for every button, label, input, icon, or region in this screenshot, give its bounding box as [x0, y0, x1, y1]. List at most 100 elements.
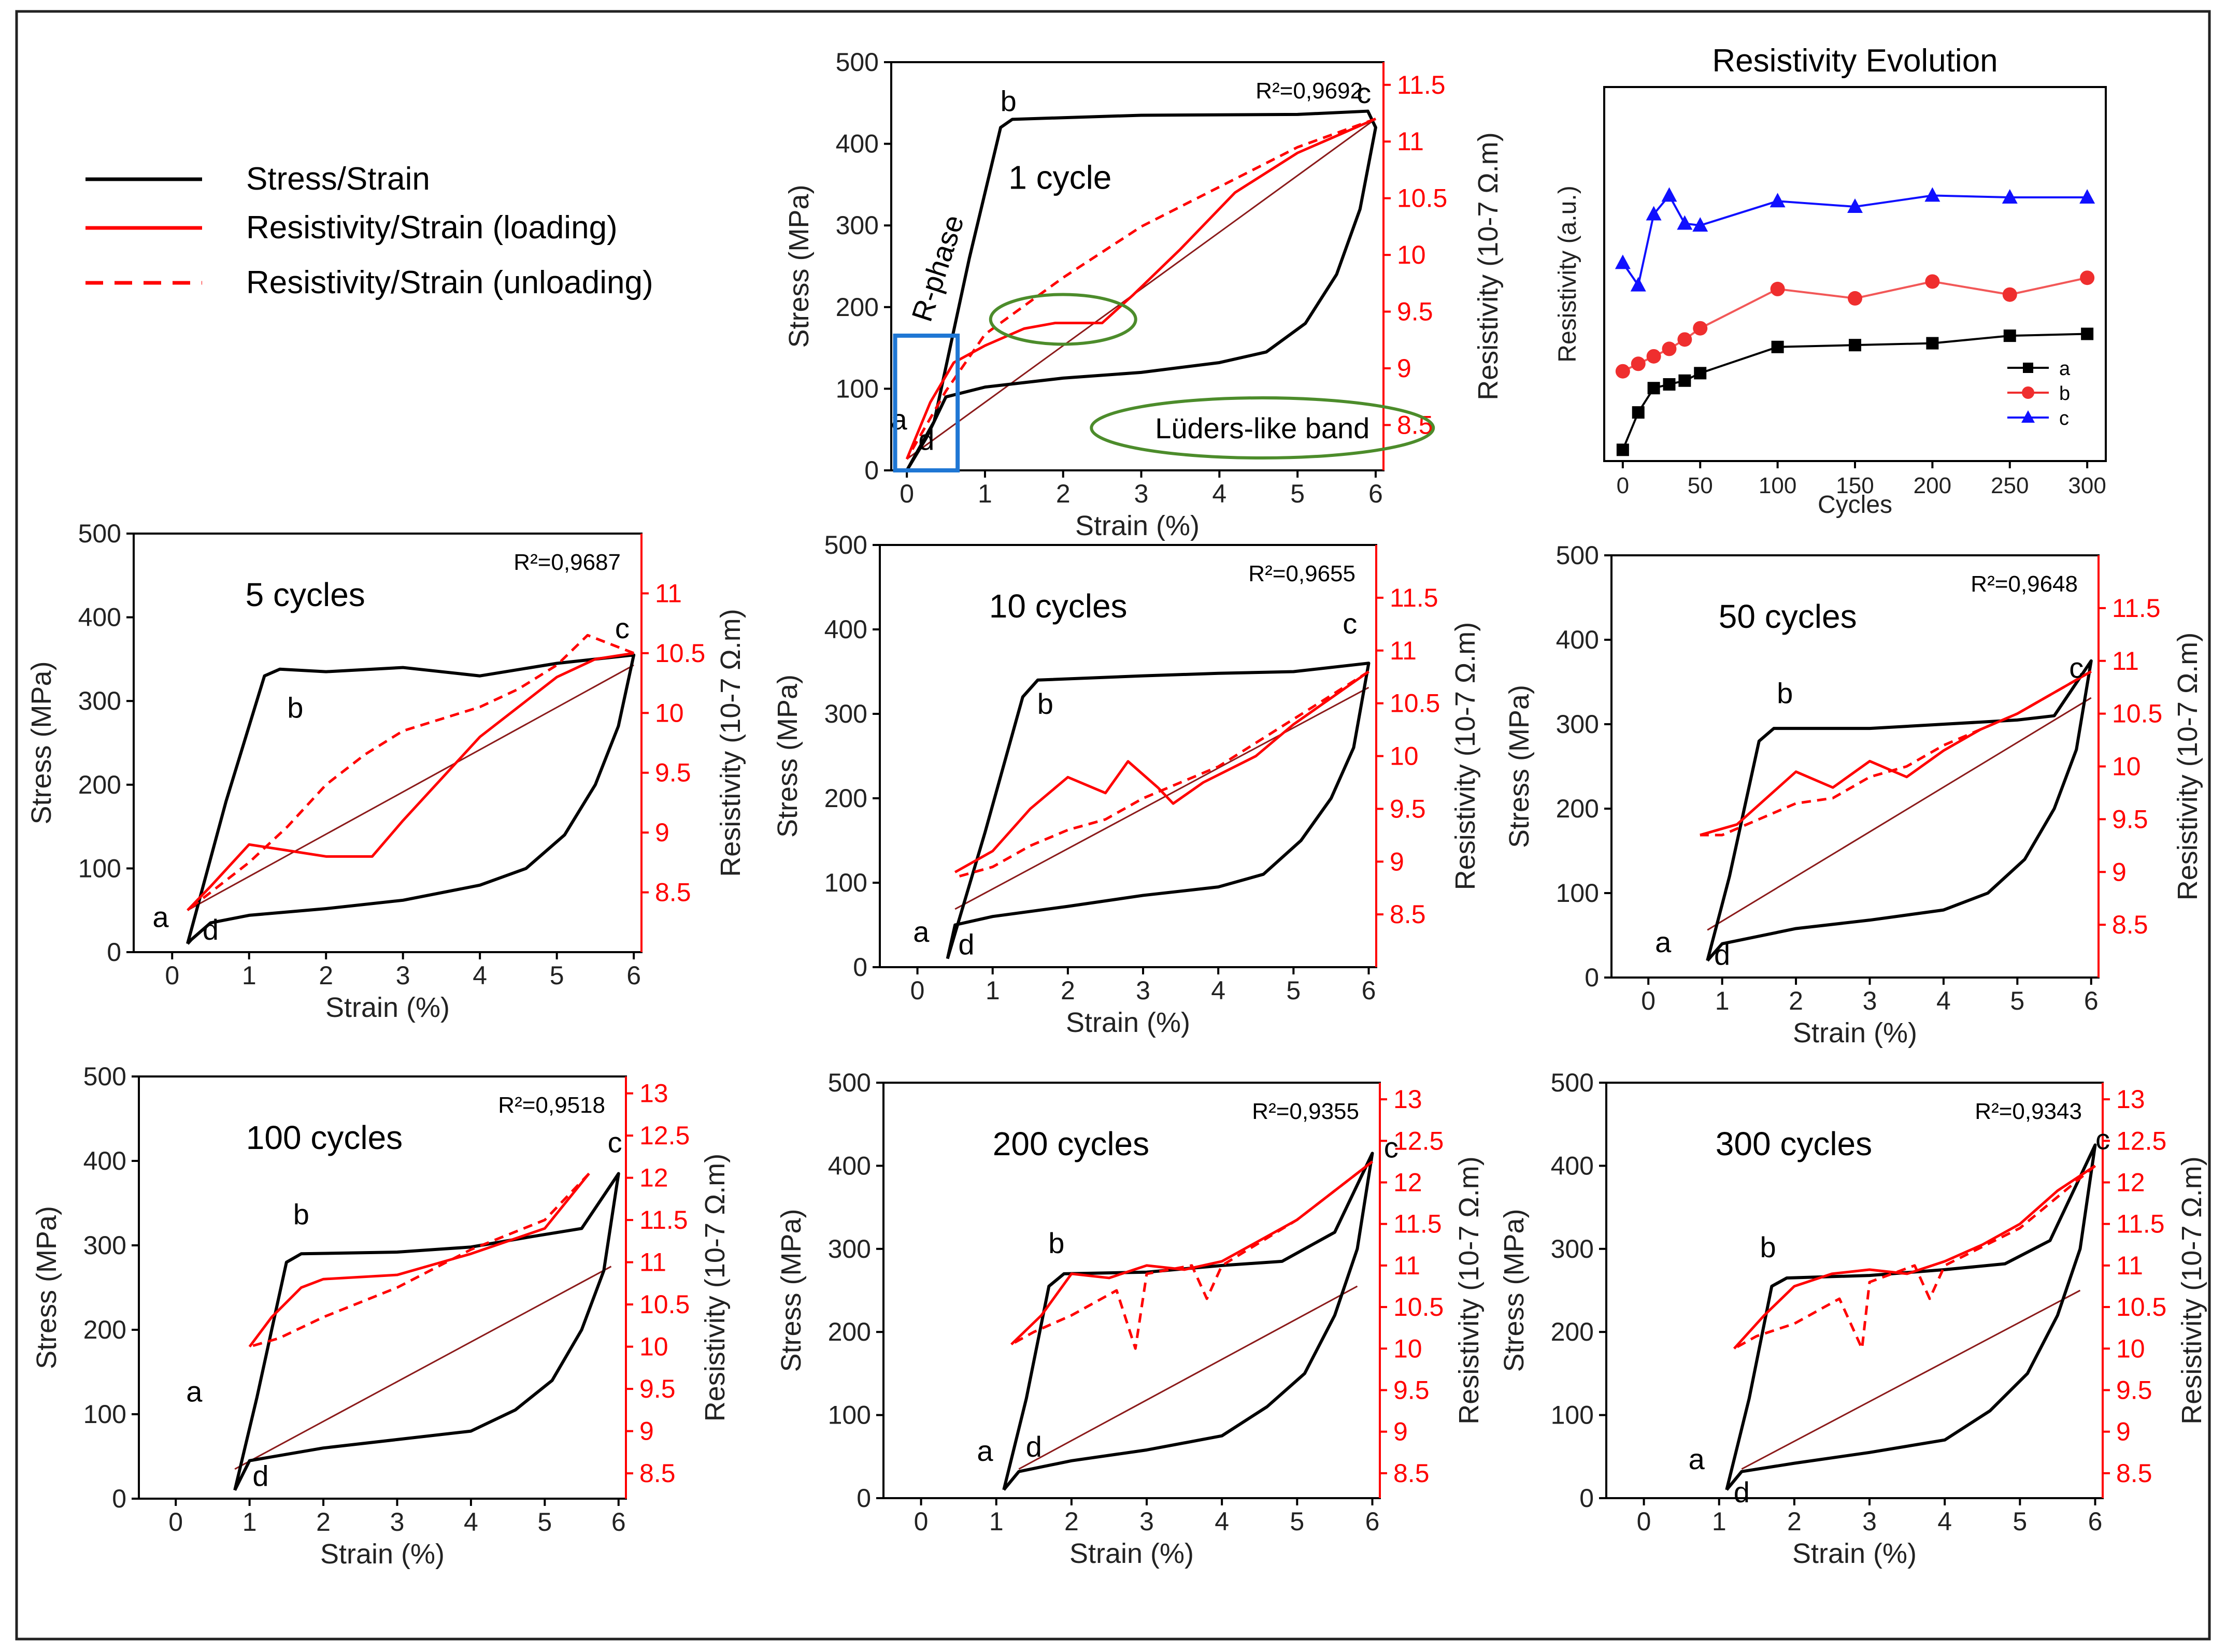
y-tick-label: 200	[78, 770, 121, 799]
legend-label-unloading: Resistivity/Strain (unloading)	[246, 265, 653, 300]
x-tick-label: 1	[986, 976, 1000, 1005]
point-label-d: d	[1734, 1476, 1750, 1509]
y2-tick-label: 12.5	[639, 1121, 690, 1150]
y2-tick-label: 13	[1393, 1085, 1422, 1114]
marker-b	[1693, 321, 1708, 336]
point-label-c: c	[1343, 607, 1357, 640]
y2-tick-label: 11.5	[639, 1205, 688, 1234]
point-label-c: c	[615, 612, 630, 644]
y-tick-label: 300	[78, 686, 121, 715]
x-axis-label: Strain (%)	[1075, 510, 1200, 541]
chart-cycles50: 0 1 2 3 4 5 6 Strain (%) 0 100 200 300 400 500 Stress …	[1504, 541, 2203, 1048]
y-tick-label: 300	[83, 1231, 126, 1260]
y2-tick-label: 10	[1390, 742, 1419, 771]
x-axis-label: Strain (%)	[325, 992, 450, 1023]
marker-a	[1647, 382, 1660, 395]
y-tick-label: 400	[824, 615, 867, 644]
chart-cycle1: 0 1 2 3 4 5 6 Strain (%) 0 100 200 300 400 500 Stress …	[783, 48, 1504, 541]
x-tick-label: 2	[1064, 1507, 1079, 1536]
y2-tick-label: 9.5	[655, 758, 691, 787]
y2-axis-label: Resistivity (10-7 Ω.m)	[715, 609, 746, 877]
point-label-d: d	[958, 928, 974, 961]
r-squared-label: R²=0,9343	[1975, 1099, 2082, 1124]
marker-b	[1615, 364, 1630, 379]
y2-tick-label: 10.5	[2116, 1292, 2166, 1321]
x-tick-label: 3	[396, 961, 410, 990]
y-tick-label: 0	[107, 938, 121, 967]
r-squared-label: R²=0,9648	[1971, 571, 2078, 597]
y-tick-label: 100	[78, 854, 121, 883]
x-tick-label: 6	[2088, 1507, 2103, 1536]
x-tick-label: 3	[390, 1507, 405, 1536]
luders-band-ellipse	[1090, 396, 1435, 460]
fit-line	[234, 1266, 612, 1470]
y2-tick-label: 9.5	[639, 1374, 676, 1403]
x-axis-label: Cycles	[1818, 491, 1892, 519]
y-tick-label: 300	[824, 699, 867, 728]
point-label-d: d	[918, 424, 934, 456]
y2-tick-label: 11	[1397, 127, 1424, 156]
x-tick-label: 2	[1787, 1507, 1802, 1536]
y2-tick-label: 12	[2116, 1168, 2145, 1197]
y-axis-label: Stress (MPa)	[783, 184, 815, 348]
point-label-b: b	[287, 692, 303, 724]
y2-tick-label: 9	[2116, 1417, 2131, 1446]
y2-tick-label: 11	[639, 1248, 666, 1277]
y2-tick-label: 9.5	[1397, 297, 1433, 326]
r-phase-highlight-box	[893, 333, 960, 473]
y-tick-label: 300	[1551, 1234, 1594, 1263]
y2-tick-label: 9	[639, 1417, 654, 1446]
marker-c	[1692, 217, 1708, 232]
x-tick-label: 6	[626, 961, 641, 990]
y2-axis-label: Resistivity (10-7 Ω.m)	[1453, 1156, 1485, 1424]
point-label-a: a	[977, 1434, 993, 1467]
x-tick-label: 5	[2013, 1507, 2027, 1536]
stress-strain-curve	[1725, 1143, 2097, 1491]
x-tick-label: 1	[242, 1507, 257, 1536]
x-tick-label: 50	[1688, 473, 1713, 498]
y2-tick-label: 12	[639, 1163, 668, 1193]
marker-a	[1632, 406, 1645, 419]
x-tick-label: 1	[978, 479, 992, 508]
evo-legend-marker	[2022, 386, 2034, 399]
y2-tick-label: 12	[1393, 1168, 1422, 1197]
y2-tick-label: 10	[639, 1332, 668, 1361]
x-axis-label: Strain (%)	[1792, 1538, 1917, 1569]
fit-line	[187, 664, 634, 911]
chart-title: 300 cycles	[1716, 1125, 1872, 1162]
y-tick-label: 100	[1556, 879, 1599, 908]
y2-tick-label: 10.5	[639, 1290, 690, 1319]
legend-label-stress: Stress/Strain	[246, 161, 430, 197]
x-tick-label: 0	[1617, 473, 1629, 498]
x-tick-label: 4	[1936, 986, 1951, 1015]
plot-area	[186, 634, 636, 945]
x-tick-label: 100	[1759, 473, 1796, 498]
y-tick-label: 500	[83, 1062, 126, 1091]
y-tick-label: 0	[864, 456, 879, 485]
point-label-b: b	[1048, 1227, 1064, 1259]
plot-area	[905, 109, 1377, 470]
x-tick-label: 4	[1212, 479, 1226, 508]
marker-b	[1677, 332, 1692, 347]
marker-b	[1631, 356, 1646, 371]
stress-strain-curve	[186, 653, 636, 945]
evo-legend-label: b	[2059, 383, 2070, 405]
y2-tick-label: 10	[1393, 1334, 1422, 1363]
stress-strain-curve	[946, 662, 1371, 959]
x-tick-label: 0	[910, 976, 925, 1005]
y2-tick-label: 11	[655, 579, 682, 608]
x-tick-label: 0	[168, 1507, 183, 1536]
point-label-b: b	[1777, 677, 1793, 709]
y2-tick-label: 9	[1390, 847, 1404, 876]
marker-c	[1646, 206, 1662, 221]
plot-area	[1725, 1143, 2097, 1491]
resistivity-loading-curve	[187, 652, 634, 911]
y2-axis-label: Resistivity (10-7 Ω.m)	[2172, 633, 2203, 900]
y-tick-label: 400	[828, 1151, 871, 1180]
point-label-d: d	[252, 1460, 268, 1492]
marker-a	[2003, 329, 2016, 342]
y2-tick-label: 11	[1390, 636, 1417, 665]
y2-tick-label: 8.5	[1390, 900, 1426, 929]
y-tick-label: 0	[112, 1484, 126, 1513]
